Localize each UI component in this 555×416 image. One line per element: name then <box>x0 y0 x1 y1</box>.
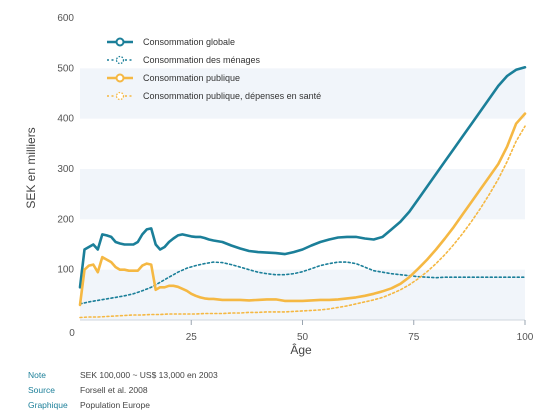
series-line-4 <box>79 125 526 319</box>
footer-note: Note SEK 100,000 ~ US$ 13,000 en 2003 <box>28 368 218 383</box>
y-tick-label: 600 <box>57 13 74 24</box>
footer-note-key: Note <box>28 370 46 380</box>
series-line-3 <box>78 112 527 307</box>
grid-bands <box>80 68 525 321</box>
footer-graphic-key: Graphique <box>28 400 68 410</box>
x-axis-ticks: 0 25 50 75 100 <box>69 320 534 343</box>
x-tick-label: 100 <box>517 332 534 343</box>
x-tick-label: 25 <box>186 332 198 343</box>
y-tick-label: 200 <box>57 214 74 225</box>
legend-label-4: Consommation publique, dépenses en santé <box>143 91 321 101</box>
footer-note-value: SEK 100,000 ~ US$ 13,000 en 2003 <box>80 370 218 380</box>
legend-label-1: Consommation globale <box>143 37 235 47</box>
x-tick-label: 50 <box>297 332 309 343</box>
legend-label-2: Consommation des ménages <box>143 55 261 65</box>
series-lines <box>78 66 527 319</box>
legend-marker-2 <box>115 55 125 65</box>
series-line-1 <box>78 66 527 289</box>
legend-marker-4 <box>115 91 125 101</box>
footer: Note SEK 100,000 ~ US$ 13,000 en 2003 So… <box>28 368 218 413</box>
footer-source-value: Forsell et al. 2008 <box>80 385 148 395</box>
legend-marker-1 <box>115 37 125 47</box>
grid-band <box>80 169 525 220</box>
grid-band <box>80 68 525 119</box>
chart: 100 200 300 400 500 600 0 25 50 75 100 SEK en mil… <box>24 13 534 357</box>
y-tick-label: 500 <box>57 63 74 74</box>
x-tick-label: 75 <box>408 332 420 343</box>
x-axis-title: Âge <box>290 342 312 357</box>
y-tick-label: 300 <box>57 164 74 175</box>
legend: Consommation globale Consommation des mén… <box>107 37 321 101</box>
y-tick-label: 400 <box>57 114 74 125</box>
y-tick-label: 100 <box>57 265 74 276</box>
legend-label-3: Consommation publique <box>143 73 240 83</box>
footer-source-key: Source <box>28 385 55 395</box>
x-tick-label: 0 <box>69 328 75 339</box>
footer-source: Source Forsell et al. 2008 <box>28 383 218 398</box>
legend-marker-3 <box>115 73 125 83</box>
footer-graphic-value: Population Europe <box>80 400 150 410</box>
y-axis-title: SEK en milliers <box>24 127 38 208</box>
footer-graphic: Graphique Population Europe <box>28 398 218 413</box>
y-axis-ticks: 100 200 300 400 500 600 <box>57 13 74 276</box>
